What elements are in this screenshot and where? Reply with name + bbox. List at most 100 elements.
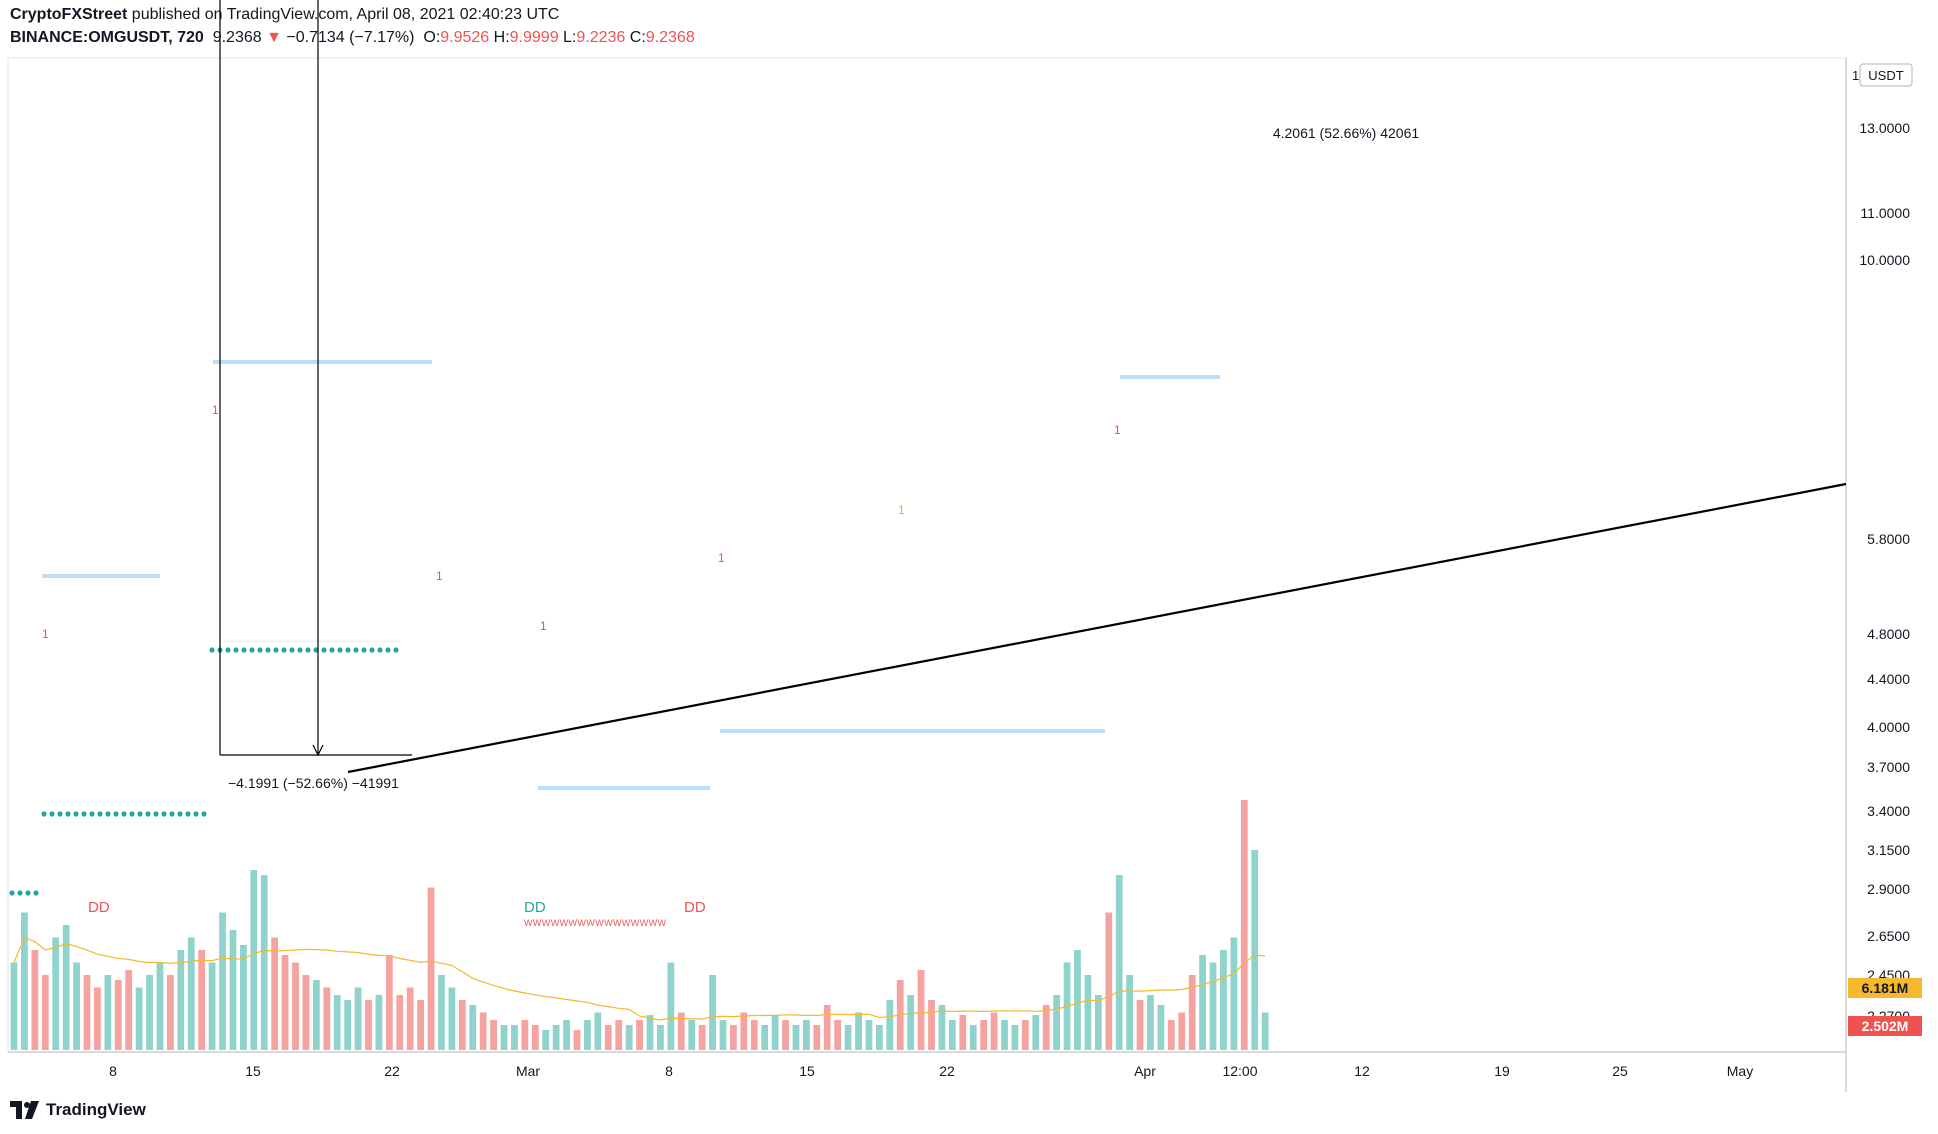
volume-bar: [604, 1025, 612, 1050]
volume-bar: [94, 987, 101, 1050]
y-tick-label: 3.1500: [1867, 842, 1910, 858]
symbol-line: BINANCE:OMGUSDT, 720 9.2368 ▼ −0.7134 (−…: [10, 29, 695, 47]
volume-bar: [782, 1020, 789, 1050]
volume-bar: [281, 955, 289, 1050]
volume-bar: [677, 1012, 685, 1050]
x-tick-label: 25: [1612, 1063, 1628, 1079]
volume-bar: [406, 987, 414, 1050]
volume-bar: [500, 1025, 508, 1050]
volume-bar: [323, 987, 331, 1050]
volume-bar: [396, 995, 404, 1050]
volume-bar: [312, 980, 320, 1050]
price-tag-box: [1848, 978, 1922, 998]
wave-label: WWWWWWWWWWWWWWWW: [524, 918, 667, 928]
volume-bar: [907, 995, 915, 1050]
green-dotted-level-dot: [345, 647, 351, 653]
volume-bar: [271, 937, 279, 1050]
volume-bar: [448, 987, 456, 1050]
green-dotted-level-dot: [73, 811, 79, 817]
volume-bar: [114, 980, 122, 1050]
close-value: 9.2368: [645, 29, 695, 46]
x-tick-label: 15: [799, 1063, 815, 1079]
tradingview-logo[interactable]: TradingView: [10, 1100, 146, 1120]
symbol-name[interactable]: BINANCE:OMGUSDT, 720: [10, 29, 204, 46]
volume-bar: [1001, 1020, 1008, 1050]
volume-bar: [125, 970, 133, 1050]
volume-bar: [615, 1020, 623, 1050]
volume-bar: [688, 1020, 696, 1050]
volume-bar: [646, 1015, 654, 1050]
x-tick-label: 22: [384, 1063, 400, 1079]
change-arrow: ▼: [266, 29, 282, 46]
volume-bar: [438, 975, 445, 1050]
count-label: 1: [212, 403, 219, 417]
green-dotted-level-dot: [321, 647, 327, 653]
dd-label: DD: [524, 899, 546, 916]
green-dotted-level-dot: [329, 647, 335, 653]
dd-label: DD: [684, 899, 706, 916]
volume-bar: [542, 1030, 550, 1050]
upper-measure-label: 4.2061 (52.66%) 42061: [1273, 125, 1420, 141]
green-dotted-level-dot: [201, 811, 207, 817]
lower-measure-label: −4.1991 (−52.66%) −41991: [228, 775, 399, 791]
volume-bar: [1021, 1020, 1029, 1050]
volume-bar: [31, 950, 39, 1050]
volume-bar: [1115, 875, 1123, 1050]
green-dotted-level-dot: [121, 811, 127, 817]
volume-bar: [354, 987, 362, 1050]
volume-bar: [813, 1025, 821, 1050]
green-dotted-level-dot: [9, 890, 15, 896]
volume-bar: [990, 1012, 998, 1050]
volume-bar: [104, 975, 112, 1050]
green-dotted-level-dot: [97, 811, 103, 817]
green-dotted-level-dot: [265, 647, 271, 653]
volume-bar: [1251, 850, 1259, 1050]
volume-bar: [1032, 1015, 1040, 1050]
volume-bar: [875, 1025, 883, 1050]
volume-bar: [333, 995, 341, 1050]
publish-line: CryptoFXStreet published on TradingView.…: [10, 6, 559, 24]
volume-bar: [167, 975, 174, 1050]
green-dotted-level-dot: [393, 647, 399, 653]
publisher-name[interactable]: CryptoFXStreet: [10, 6, 128, 23]
high-value: 9.9999: [509, 29, 559, 46]
volume-bar: [1084, 975, 1092, 1050]
last-price: 9.2368: [212, 29, 262, 46]
green-dotted-level: [41, 811, 207, 817]
green-dotted-level-dot: [361, 647, 367, 653]
count-label: 1: [1114, 423, 1121, 437]
volume-bar: [1105, 912, 1113, 1050]
count-label: 1: [436, 569, 443, 583]
green-dotted-level-dot: [377, 647, 383, 653]
volume-bar: [740, 1012, 748, 1050]
green-dotted-level-dot: [353, 647, 359, 653]
count-label: 1: [540, 619, 547, 633]
volume-bar: [1188, 975, 1196, 1050]
price-tag-box: [1848, 1016, 1922, 1036]
y-tick-label: 10.0000: [1859, 252, 1910, 268]
volume-bar: [865, 1020, 873, 1050]
volume-bar: [427, 887, 435, 1050]
green-dotted-level-dot: [313, 647, 319, 653]
volume-bar: [1136, 1000, 1144, 1050]
volume-bar: [52, 937, 60, 1050]
volume-bar: [948, 1020, 956, 1050]
volume-bar: [855, 1012, 862, 1050]
volume-bar: [1157, 1005, 1165, 1050]
volume-bar: [239, 945, 247, 1050]
volume-bar: [730, 1025, 737, 1050]
volume-bar: [938, 1005, 946, 1050]
scale-mark: 1: [1852, 68, 1859, 83]
volume-bar: [792, 1025, 800, 1050]
volume-bar: [959, 1015, 967, 1050]
volume-bar: [511, 1025, 518, 1050]
volume-bar: [292, 962, 299, 1050]
green-dotted-level-dot: [169, 811, 175, 817]
volume-bar: [1240, 800, 1248, 1050]
green-dotted-level-dot: [297, 647, 303, 653]
y-tick-label: 11.0000: [1860, 205, 1910, 221]
ascending-trendline: [347, 482, 1847, 774]
green-dotted-level-dot: [193, 811, 199, 817]
x-tick-label: 19: [1494, 1063, 1510, 1079]
